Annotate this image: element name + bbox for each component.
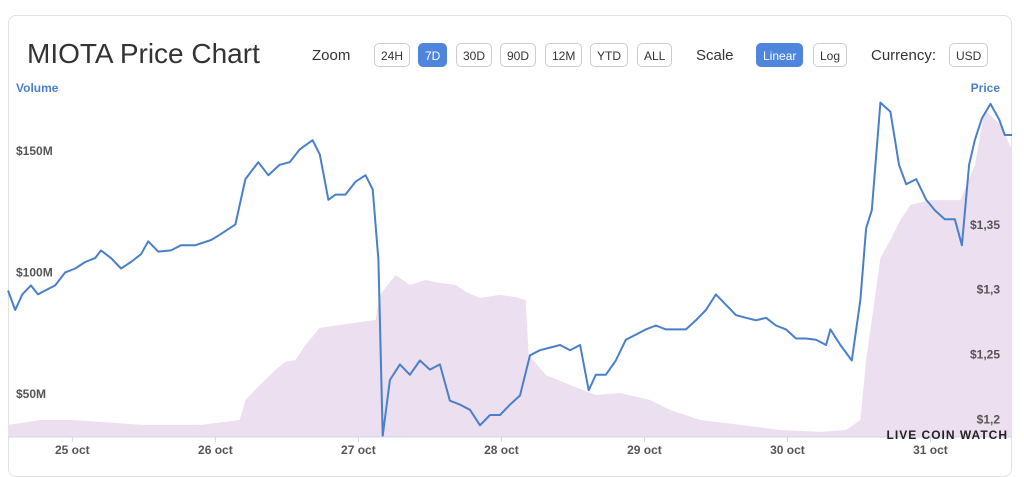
y2-tick-label: $1,2 (977, 412, 1001, 426)
axis-title: Price (971, 81, 1001, 95)
axis-title: Volume (16, 81, 59, 95)
control-button[interactable]: USD (949, 43, 989, 67)
control-button[interactable]: ALL (637, 43, 673, 67)
x-tick-label: 25 oct (55, 443, 90, 457)
volume-area (8, 110, 1012, 437)
x-tick-label: 26 oct (198, 443, 233, 457)
control-button[interactable]: 7D (418, 43, 448, 67)
control-button[interactable]: YTD (590, 43, 628, 67)
control-button[interactable]: 24H (374, 43, 411, 67)
y-tick-label: $50M (16, 387, 46, 401)
watermark: LIVE COIN WATCH (887, 428, 1008, 442)
control-button[interactable]: 12M (545, 43, 583, 67)
x-tick-label: 31 oct (913, 443, 948, 457)
control-button[interactable]: Log (813, 43, 848, 67)
y-tick-label: $100M (16, 266, 53, 280)
chart-title: MIOTA Price Chart (27, 38, 260, 69)
price-line (7, 101, 1012, 437)
chart: Volume Price $50M $100M $150M $1,2 $1,25 $1,3 $1… (7, 81, 1012, 457)
y2-tick-label: $1,35 (970, 218, 1000, 232)
y2-tick-label: $1,3 (977, 283, 1001, 297)
control-button[interactable]: 30D (456, 43, 493, 67)
control-button[interactable]: 90D (500, 43, 537, 67)
x-tick-label: 29 oct (627, 443, 662, 457)
y-tick-label: $150M (16, 144, 53, 158)
control-label: Scale (696, 47, 734, 64)
page: {"header": {"title": "MIOTA Price Chart"… (7, 15, 1012, 477)
x-tick-label: 30 oct (770, 443, 805, 457)
x-tick-label: 28 oct (484, 443, 519, 457)
control-label: Zoom (312, 47, 351, 64)
control-label: Currency: (871, 47, 937, 64)
x-tick-label: 27 oct (341, 443, 376, 457)
y2-tick-label: $1,25 (970, 348, 1000, 362)
control-button[interactable]: Linear (756, 43, 804, 67)
